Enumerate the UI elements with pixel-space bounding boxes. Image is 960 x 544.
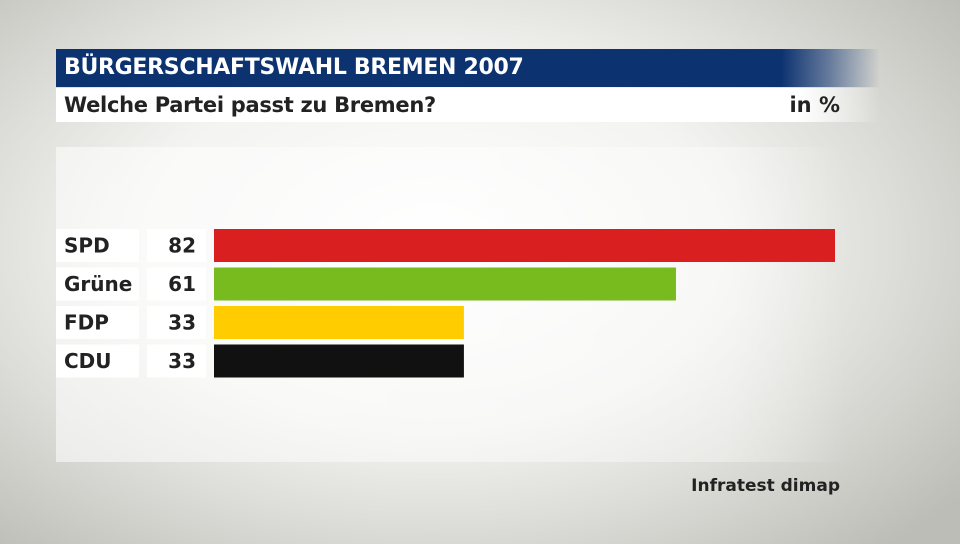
bar-spd	[214, 229, 835, 262]
value-label: 33	[168, 349, 196, 373]
chart-subtitle: Welche Partei passt zu Bremen?	[64, 93, 436, 117]
category-label-box	[56, 267, 139, 301]
bar-row-gr-ne: Grüne 61	[56, 267, 676, 301]
value-label-box	[147, 306, 206, 339]
title-bar: BÜRGERSCHAFTSWAHL BREMEN 2007	[56, 49, 880, 87]
value-label: 61	[168, 272, 196, 296]
bar-cdu	[214, 344, 464, 378]
unit-label: in %	[789, 93, 840, 117]
bar-gr-ne	[214, 267, 676, 301]
category-label-box	[56, 344, 139, 378]
value-label: 82	[168, 234, 196, 258]
source-label: Infratest dimap	[691, 476, 840, 496]
category-label-box	[56, 306, 139, 339]
category-label: FDP	[64, 311, 109, 335]
bar-row-spd: SPD 82	[56, 229, 835, 262]
value-label-box	[147, 229, 206, 262]
value-label-box	[147, 267, 206, 301]
category-label: CDU	[64, 349, 112, 373]
chart-title: BÜRGERSCHAFTSWAHL BREMEN 2007	[64, 55, 524, 80]
category-label: Grüne	[64, 272, 132, 296]
value-label-box	[147, 344, 206, 378]
category-label-box	[56, 229, 139, 262]
plot-area	[56, 147, 846, 462]
subtitle-bar: Welche Partei passt zu Bremen? in %	[56, 88, 880, 122]
bar-row-fdp: FDP 33	[56, 306, 464, 339]
value-label: 33	[168, 311, 196, 335]
category-label: SPD	[64, 234, 110, 258]
bar-fdp	[214, 306, 464, 339]
bar-row-cdu: CDU 33	[56, 344, 464, 378]
